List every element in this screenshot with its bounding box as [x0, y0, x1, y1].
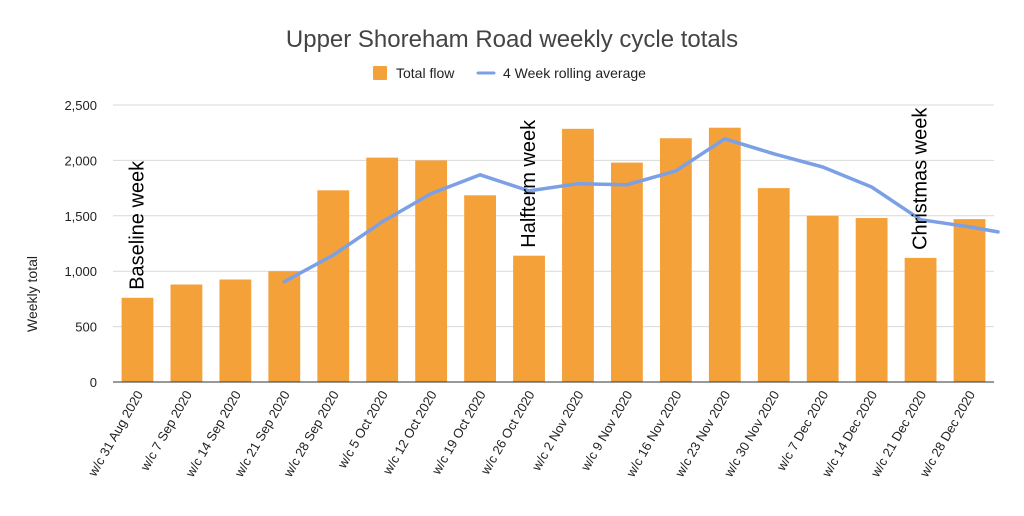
x-tick-label: w/c 5 Oct 2020 — [334, 388, 391, 471]
legend-label-total-flow: Total flow — [396, 65, 455, 81]
x-tick-label: w/c 9 Nov 2020 — [577, 388, 635, 474]
legend: Total flow 4 Week rolling average — [373, 65, 646, 81]
bar — [219, 279, 252, 382]
bar — [317, 190, 350, 382]
bar — [562, 128, 594, 382]
annotation-label: Christmas week — [910, 107, 932, 250]
y-axis-ticks: 0 500 1,000 1,500 2,000 2,500 — [64, 98, 97, 390]
bar — [659, 138, 692, 382]
y-tick-label: 2,000 — [64, 153, 97, 168]
bar — [513, 255, 545, 382]
gridlines — [113, 104, 994, 328]
y-tick-label: 2,500 — [64, 98, 97, 113]
bar — [366, 157, 399, 382]
x-tick-label: w/c 7 Sep 2020 — [137, 388, 195, 474]
y-tick-label: 0 — [90, 375, 97, 390]
bar — [855, 218, 888, 382]
y-tick-label: 1,500 — [64, 209, 97, 224]
y-tick-label: 1,000 — [64, 264, 97, 279]
bar — [806, 215, 839, 382]
y-axis-title: Weekly total — [24, 256, 40, 332]
annotation-label: Halfterm week — [518, 119, 540, 248]
bar — [464, 195, 496, 382]
annotation-label: Baseline week — [126, 160, 148, 290]
bar — [757, 188, 790, 382]
annotations: Baseline week Halfterm week Christmas week — [126, 107, 931, 290]
line-rolling-average — [282, 137, 1000, 284]
bar — [268, 271, 301, 382]
bar — [415, 160, 448, 382]
bar — [170, 284, 203, 382]
x-tick-label: w/c 2 Nov 2020 — [528, 388, 586, 474]
legend-swatch-total-flow — [373, 66, 387, 80]
bar — [611, 162, 643, 382]
y-tick-label: 500 — [75, 320, 97, 335]
rolling-average-line — [282, 137, 1000, 284]
bar — [904, 257, 937, 382]
x-tick-label: w/c 7 Dec 2020 — [773, 388, 831, 474]
legend-label-rolling-average: 4 Week rolling average — [503, 65, 646, 81]
chart-title: Upper Shoreham Road weekly cycle totals — [286, 26, 738, 53]
bars-total-flow — [121, 127, 986, 383]
bar — [121, 297, 154, 382]
bar — [708, 127, 741, 383]
bar — [953, 219, 986, 382]
